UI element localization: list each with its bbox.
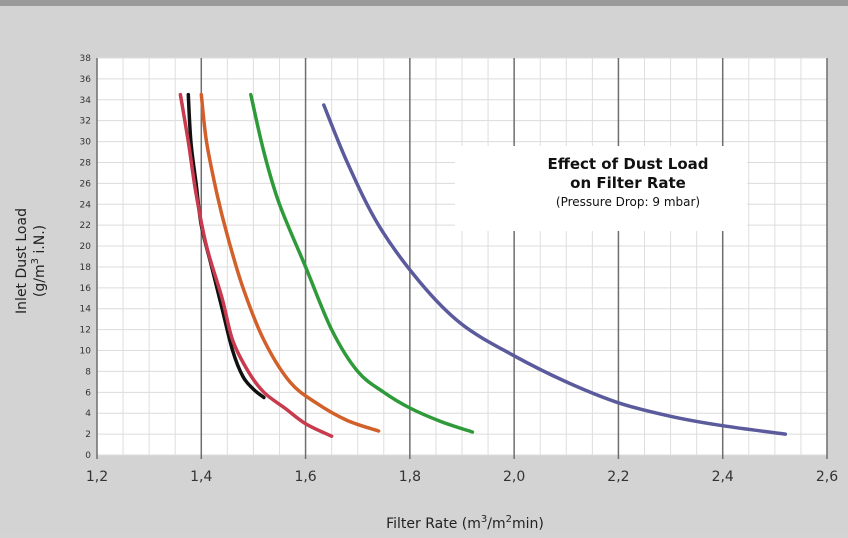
chart-title: Effect of Dust Load <box>547 155 708 173</box>
series-line-4 <box>249 92 475 434</box>
x-tick-labels: 1,2 1,4 1,6 1,8 2,0 2,2 2,4 2,6 <box>86 469 838 485</box>
y-tick-label: 20 <box>80 242 92 252</box>
title-box <box>455 146 747 231</box>
x-tick-label: 2,6 <box>816 469 838 485</box>
x-tick-label: 2,4 <box>712 469 734 485</box>
y-tick-label: 38 <box>80 54 92 64</box>
y-tick-label: 22 <box>80 221 91 231</box>
y-tick-label: 10 <box>80 347 92 357</box>
x-axis-label: Filter Rate (m3/m2min) <box>386 514 544 532</box>
y-tick-label: 0 <box>85 451 91 461</box>
y-tick-label: 8 <box>85 367 91 377</box>
series-line-3 <box>199 92 381 433</box>
series-line-5 <box>322 103 788 436</box>
y-tick-label: 16 <box>80 284 92 294</box>
x-tick-label: 1,8 <box>399 469 421 485</box>
y-tick-label: 24 <box>80 200 92 210</box>
x-tick-label: 1,4 <box>190 469 212 485</box>
x-tick-label: 1,6 <box>294 469 316 485</box>
y-tick-label: 30 <box>80 138 92 148</box>
y-tick-label: 4 <box>85 409 91 419</box>
series-line-2 <box>178 92 334 438</box>
x-tick-label: 2,0 <box>503 469 525 485</box>
chart-subtitle: (Pressure Drop: 9 mbar) <box>556 195 700 209</box>
y-tick-label: 12 <box>80 326 91 336</box>
y-axis-label-line1: Inlet Dust Load <box>14 208 30 314</box>
y-tick-label: 34 <box>80 96 92 106</box>
series-group <box>178 92 788 438</box>
chart-title-line2: on Filter Rate <box>570 174 686 192</box>
y-tick-label: 36 <box>80 75 92 85</box>
y-axis-label-line2: (g/m3 i.N.) <box>30 225 48 297</box>
y-tick-label: 32 <box>80 117 91 127</box>
y-tick-label: 26 <box>80 179 92 189</box>
y-tick-label: 28 <box>80 158 92 168</box>
x-tick-label: 1,2 <box>86 469 108 485</box>
y-tick-label: 2 <box>85 430 91 440</box>
y-tick-label: 14 <box>80 305 92 315</box>
series-line-1 <box>186 92 266 400</box>
y-tick-label: 18 <box>80 263 92 273</box>
x-tick-label: 2,2 <box>607 469 629 485</box>
y-tick-label: 6 <box>85 388 91 398</box>
